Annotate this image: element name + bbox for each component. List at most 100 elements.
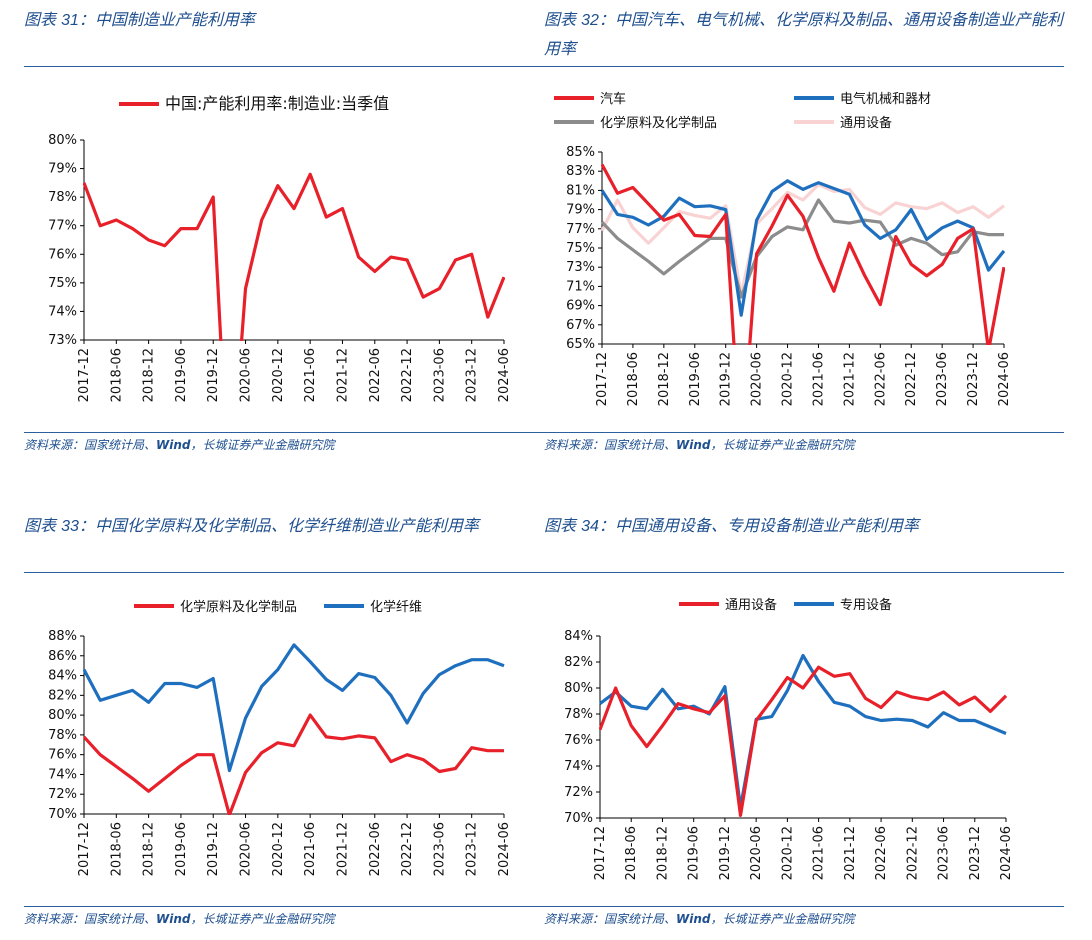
title-text: ：中国化学原料及化学制品、化学纤维制造业产能利用率 [78, 516, 479, 535]
x-tick-label: 2019-06 [174, 822, 189, 876]
y-tick-label: 78% [48, 728, 77, 743]
title-rule [544, 66, 1064, 67]
y-tick-label: 82% [564, 655, 593, 670]
source-note: 资料来源：国家统计局、Wind，长城证券产业金融研究院 [544, 910, 1064, 927]
legend-label: 专用设备 [840, 597, 892, 613]
y-tick-label: 73% [48, 333, 77, 348]
y-tick-label: 72% [564, 785, 593, 800]
series-group [83, 172, 505, 341]
title-rule [24, 572, 544, 573]
x-tick-label: 2022-12 [400, 348, 415, 402]
x-tick-label: 2018-12 [142, 822, 157, 876]
chart-31: 73%74%75%76%77%78%79%80%2017-12 2018-06 20… [48, 94, 512, 402]
x-tick-label: 2024-06 [999, 826, 1014, 880]
title-rule [24, 66, 544, 67]
y-axis: 73% 74% 75% 76% 77% 78% 79% 80% [48, 133, 85, 348]
series-line-1 [83, 713, 504, 815]
legend: 中国:产能利用率:制造业:当季值 [119, 94, 389, 113]
y-tick-label: 76% [564, 733, 593, 748]
y-axis: 70% 72% 74% 76% 78% 80% 82% 84% [564, 629, 601, 826]
series-group [601, 163, 1005, 345]
x-tick-label: 2020-12 [271, 348, 286, 402]
x-tick-label: 2023-12 [465, 822, 480, 876]
y-tick-label: 83% [566, 164, 595, 179]
y-tick-label: 77% [48, 219, 77, 234]
chart-33: 70%72%74%76%78%80%82%84%86%88%2017-12 201… [48, 599, 512, 876]
source-wind: Wind [156, 438, 191, 452]
source-suffix: ，长城证券产业金融研究院 [190, 912, 335, 926]
y-tick-label: 74% [48, 767, 77, 782]
x-tick-label: 2023-06 [937, 826, 952, 880]
x-tick-label: 2019-12 [718, 826, 733, 880]
y-tick-label: 79% [566, 203, 595, 218]
y-tick-label: 65% [566, 337, 595, 352]
x-tick-label: 2020-12 [780, 826, 795, 880]
y-axis: 65% 67% 69% 71% 73% 75% 77% 79% 81% 83% 85% [566, 145, 603, 352]
x-axis: 2017-12 2018-06 2018-12 2019-06 2019-12 2020-… [595, 343, 1012, 406]
legend-label: 化学原料及化学制品 [180, 599, 297, 615]
title-number: 34 [581, 518, 599, 535]
x-tick-label: 2018-06 [109, 822, 124, 876]
panel-title: 图表 31：中国制造业产能利用率 [24, 6, 544, 35]
x-tick-label: 2024-06 [997, 352, 1012, 406]
series-line-1 [601, 163, 1005, 345]
source-prefix: 资料来源：国家统计局、 [544, 912, 677, 926]
x-tick-label: 2018-06 [109, 348, 124, 402]
title-text: ：中国制造业产能利用率 [78, 10, 255, 29]
panel-32: 图表 32：中国汽车、电气机械、化学原料及制品、通用设备制造业产能利用率 65%… [544, 0, 1064, 460]
y-tick-label: 69% [566, 299, 595, 314]
series-line-2 [599, 653, 1007, 810]
x-tick-label: 2021-06 [303, 822, 318, 876]
y-tick-label: 84% [48, 669, 77, 684]
x-tick-label: 2017-12 [77, 822, 92, 876]
x-tick-label: 2023-06 [432, 348, 447, 402]
x-tick-label: 2021-12 [842, 352, 857, 406]
source-suffix: ，长城证券产业金融研究院 [710, 912, 855, 926]
x-tick-label: 2023-06 [935, 352, 950, 406]
legend: 化学原料及化学制品 化学纤维 [134, 599, 422, 615]
series-group [83, 643, 505, 815]
y-tick-label: 86% [48, 649, 77, 664]
y-tick-label: 85% [566, 145, 595, 160]
x-tick-label: 2018-12 [655, 826, 670, 880]
series-line-1 [599, 665, 1007, 817]
x-tick-label: 2017-12 [77, 348, 92, 402]
x-tick-label: 2020-06 [239, 822, 254, 876]
x-tick-label: 2021-06 [812, 826, 827, 880]
title-rule [544, 572, 1064, 573]
source-rule [544, 432, 1064, 433]
source-prefix: 资料来源：国家统计局、 [544, 438, 677, 452]
x-axis: 2017-12 2018-06 2018-12 2019-06 2019-12 2020-… [77, 813, 512, 876]
source-prefix: 资料来源：国家统计局、 [24, 912, 157, 926]
x-tick-label: 2019-06 [687, 826, 702, 880]
x-tick-label: 2020-12 [781, 352, 796, 406]
source-prefix: 资料来源：国家统计局、 [24, 438, 157, 452]
x-tick-label: 2021-12 [843, 826, 858, 880]
series-line-1 [83, 172, 505, 341]
x-tick-label: 2019-12 [206, 348, 221, 402]
y-tick-label: 79% [48, 162, 77, 177]
y-tick-label: 80% [48, 708, 77, 723]
y-tick-label: 82% [48, 688, 77, 703]
y-tick-label: 70% [48, 807, 77, 822]
y-tick-label: 77% [566, 222, 595, 237]
y-tick-label: 78% [564, 707, 593, 722]
x-tick-label: 2020-12 [271, 822, 286, 876]
source-note: 资料来源：国家统计局、Wind，长城证券产业金融研究院 [544, 436, 1064, 453]
x-tick-label: 2019-12 [206, 822, 221, 876]
x-tick-label: 2020-06 [749, 826, 764, 880]
series-line-3 [601, 198, 1004, 299]
title-number: 33 [61, 518, 79, 535]
x-tick-label: 2021-06 [811, 352, 826, 406]
y-tick-label: 84% [564, 629, 593, 644]
y-tick-label: 78% [48, 190, 77, 205]
y-tick-label: 73% [566, 260, 595, 275]
y-tick-label: 67% [566, 318, 595, 333]
chart-32: 65% 67% 69% 71% 73% 75% 77% 79% 81% 83% 85% 2017-12… [554, 91, 1012, 406]
x-tick-label: 2022-06 [368, 822, 383, 876]
source-wind: Wind [676, 438, 711, 452]
y-tick-label: 71% [566, 279, 595, 294]
series-line-4 [601, 182, 1005, 296]
title-prefix: 图表 [544, 516, 577, 535]
y-tick-label: 75% [48, 276, 77, 291]
